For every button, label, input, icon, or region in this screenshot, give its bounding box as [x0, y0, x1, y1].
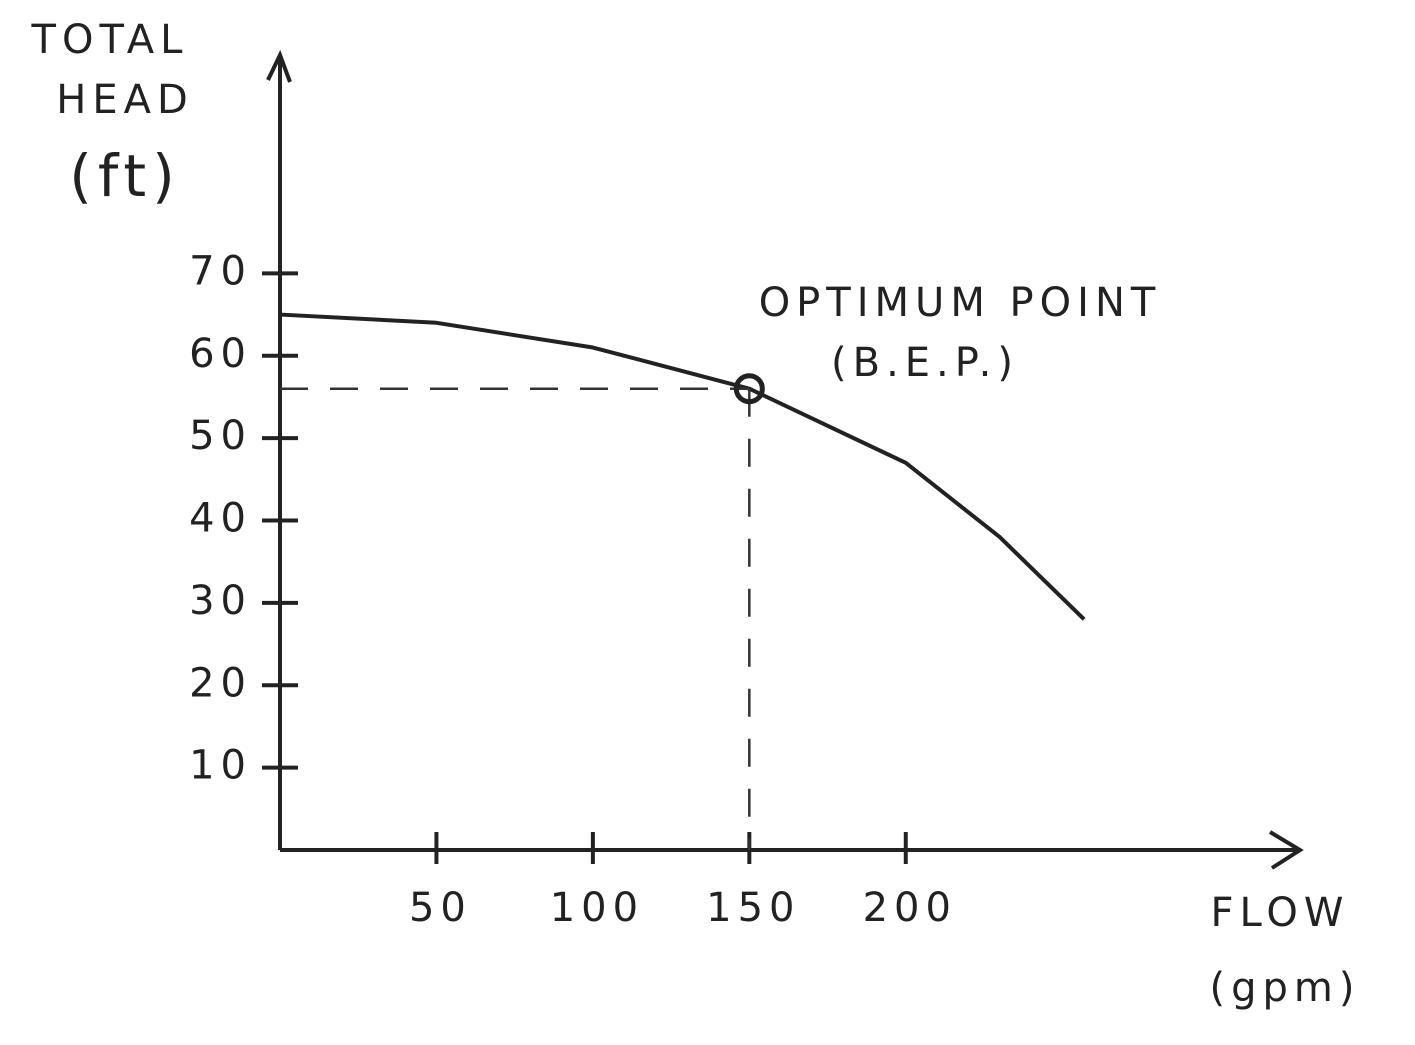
x-axis-label: FLOW — [1211, 890, 1350, 936]
y-tick-label: 30 — [189, 578, 252, 624]
y-tick-label: 40 — [189, 496, 252, 542]
x-tick-label: 200 — [863, 885, 957, 931]
x-tick-label: 50 — [409, 885, 472, 931]
annotation: (B.E.P.) — [831, 340, 1019, 386]
y-tick-label: 60 — [189, 331, 252, 377]
y-axis — [266, 49, 292, 850]
annotation: OPTIMUM POINT — [759, 280, 1162, 326]
bep-point — [733, 373, 765, 405]
y-tick-label: 70 — [189, 248, 252, 294]
x-axis-label: (gpm) — [1210, 965, 1361, 1011]
y-axis-label: TOTAL — [31, 17, 189, 63]
y-axis-label: HEAD — [56, 77, 194, 123]
x-tick-label: 100 — [550, 885, 644, 931]
y-tick-label: 20 — [189, 660, 252, 706]
x-axis — [280, 830, 1304, 870]
y-tick-label: 10 — [189, 743, 252, 789]
y-axis-label: (ft) — [69, 142, 180, 210]
x-tick-label: 150 — [706, 885, 800, 931]
y-tick-label: 50 — [189, 413, 252, 459]
